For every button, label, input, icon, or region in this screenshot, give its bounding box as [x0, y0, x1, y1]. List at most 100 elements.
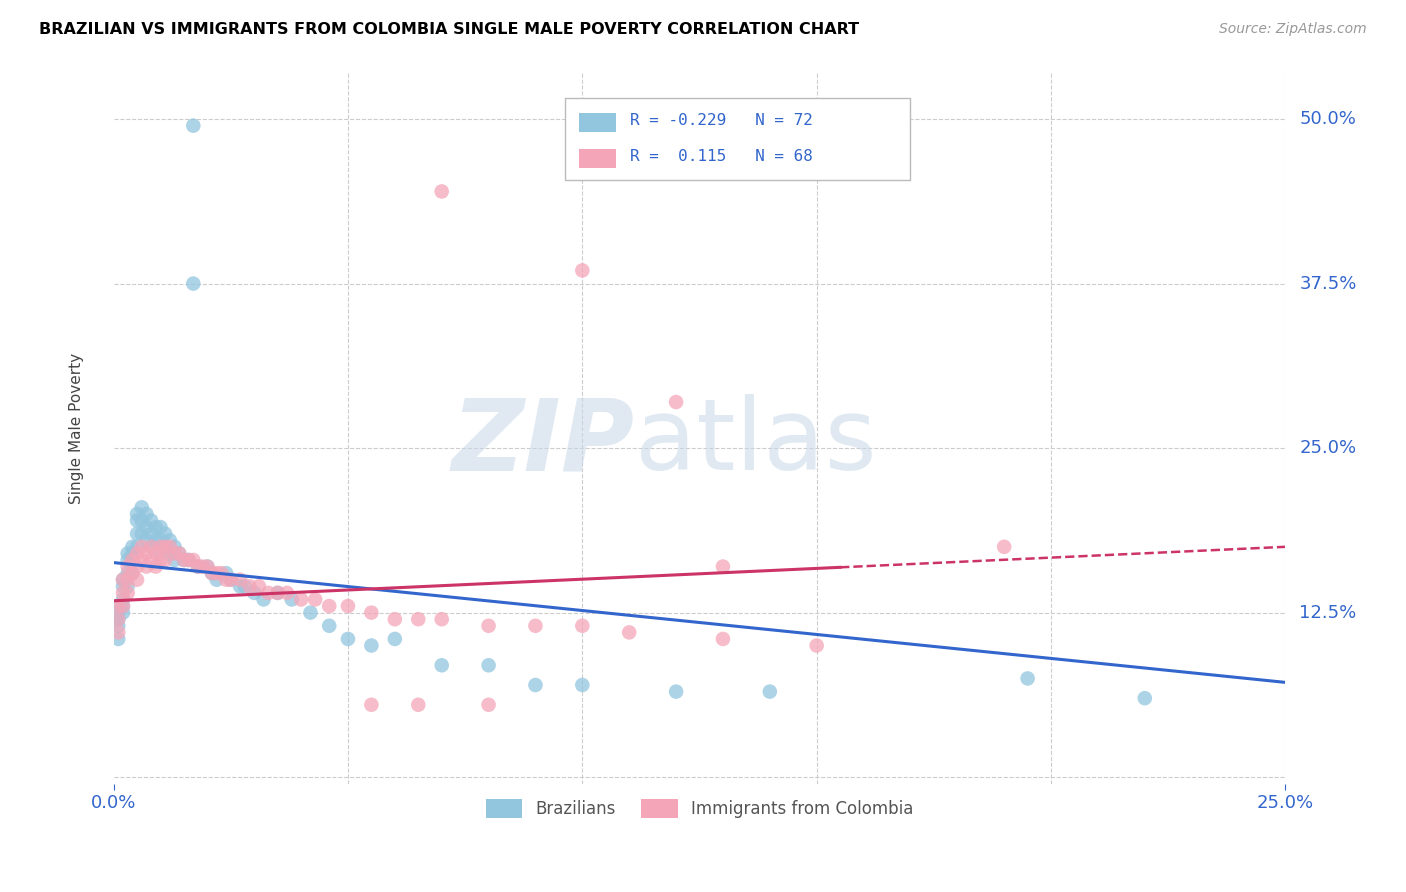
Point	[229, 579, 252, 593]
Point	[135, 520, 157, 534]
Point	[125, 507, 148, 521]
Point	[360, 639, 382, 653]
Point	[111, 573, 134, 587]
Point	[759, 684, 782, 698]
Point	[111, 586, 134, 600]
Bar	[579, 149, 616, 168]
Point	[117, 586, 139, 600]
Point	[125, 546, 148, 560]
Point	[177, 553, 200, 567]
Point	[173, 553, 195, 567]
Point	[619, 625, 641, 640]
Point	[571, 263, 593, 277]
Point	[139, 553, 162, 567]
Point	[219, 573, 242, 587]
Point	[181, 119, 204, 133]
Point	[135, 507, 157, 521]
Point	[121, 566, 143, 581]
Point	[153, 540, 176, 554]
Point	[121, 546, 143, 560]
Point	[117, 579, 139, 593]
Text: 37.5%: 37.5%	[1299, 275, 1357, 293]
Legend: Brazilians, Immigrants from Colombia: Brazilians, Immigrants from Colombia	[479, 793, 920, 825]
Point	[117, 566, 139, 581]
Point	[149, 546, 172, 560]
Point	[125, 514, 148, 528]
Point	[131, 540, 153, 554]
Point	[131, 514, 153, 528]
Bar	[579, 112, 616, 132]
Point	[406, 698, 429, 712]
Point	[290, 592, 312, 607]
Point	[1017, 672, 1039, 686]
Point	[107, 619, 129, 633]
Point	[233, 579, 256, 593]
Point	[107, 599, 129, 613]
Point	[665, 684, 688, 698]
Point	[205, 573, 228, 587]
Point	[195, 559, 218, 574]
Point	[135, 533, 157, 548]
Point	[336, 599, 359, 613]
Text: 25.0%: 25.0%	[1299, 439, 1357, 457]
Point	[195, 559, 218, 574]
Point	[806, 639, 828, 653]
Point	[318, 599, 340, 613]
Point	[571, 619, 593, 633]
Point	[149, 533, 172, 548]
Point	[360, 698, 382, 712]
Point	[406, 612, 429, 626]
Point	[117, 553, 139, 567]
Point	[131, 553, 153, 567]
Point	[181, 277, 204, 291]
Point	[107, 606, 129, 620]
Point	[107, 612, 129, 626]
Point	[430, 658, 453, 673]
Point	[304, 592, 326, 607]
Point	[163, 546, 186, 560]
Point	[131, 500, 153, 515]
Point	[111, 592, 134, 607]
Text: R =  0.115   N = 68: R = 0.115 N = 68	[630, 149, 813, 164]
Point	[252, 592, 274, 607]
Point	[336, 632, 359, 646]
Point	[266, 586, 288, 600]
Point	[360, 606, 382, 620]
Point	[163, 540, 186, 554]
Point	[257, 586, 280, 600]
Point	[149, 553, 172, 567]
Point	[139, 526, 162, 541]
Point	[125, 526, 148, 541]
Point	[299, 606, 322, 620]
Point	[153, 553, 176, 567]
Point	[125, 573, 148, 587]
Point	[111, 606, 134, 620]
Point	[159, 540, 181, 554]
Point	[159, 533, 181, 548]
Point	[238, 579, 260, 593]
Point	[430, 185, 453, 199]
Point	[173, 553, 195, 567]
Point	[177, 553, 200, 567]
Point	[163, 553, 186, 567]
Point	[243, 586, 266, 600]
Point	[107, 625, 129, 640]
Point	[131, 526, 153, 541]
Text: Single Male Poverty: Single Male Poverty	[69, 353, 83, 504]
Point	[159, 546, 181, 560]
Point	[711, 559, 734, 574]
Point	[191, 559, 214, 574]
Point	[125, 559, 148, 574]
Point	[215, 566, 238, 581]
Point	[111, 579, 134, 593]
Point	[167, 546, 190, 560]
Text: BRAZILIAN VS IMMIGRANTS FROM COLOMBIA SINGLE MALE POVERTY CORRELATION CHART: BRAZILIAN VS IMMIGRANTS FROM COLOMBIA SI…	[39, 22, 859, 37]
Point	[107, 632, 129, 646]
Point	[477, 698, 499, 712]
Point	[205, 566, 228, 581]
Point	[524, 619, 547, 633]
Point	[477, 619, 499, 633]
Point	[276, 586, 298, 600]
Point	[266, 586, 288, 600]
Point	[139, 514, 162, 528]
